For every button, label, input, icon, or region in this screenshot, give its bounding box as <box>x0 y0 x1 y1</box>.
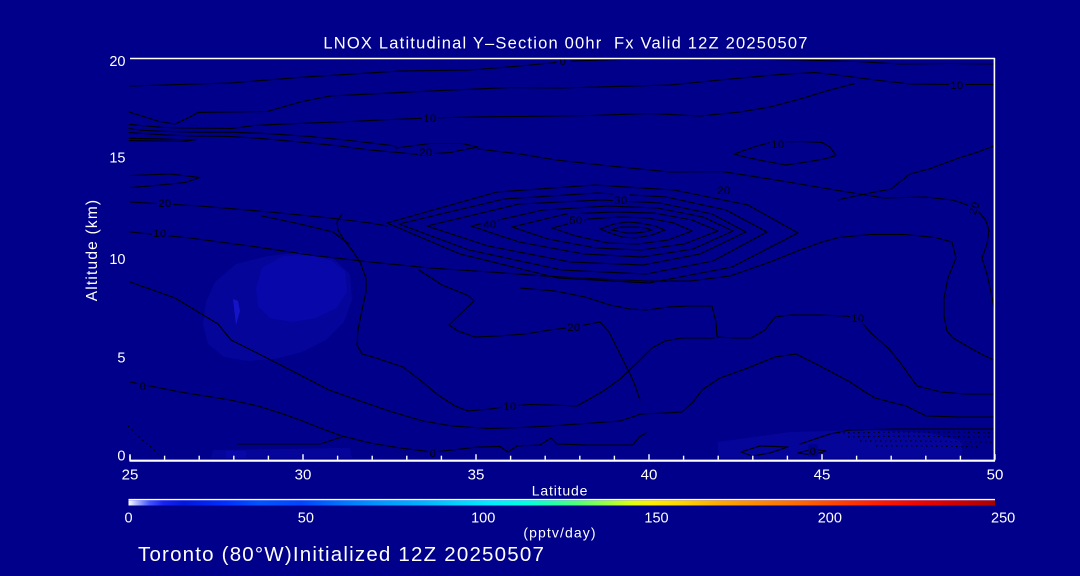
svg-text:LNOX Latitudinal Y–Section 00h: LNOX Latitudinal Y–Section 00hr Fx Valid… <box>323 35 808 53</box>
svg-text:0: 0 <box>117 449 125 465</box>
svg-text:200: 200 <box>818 511 842 527</box>
svg-text:10: 10 <box>153 228 166 240</box>
svg-text:45: 45 <box>814 467 831 484</box>
svg-text:40: 40 <box>483 219 496 231</box>
svg-text:0: 0 <box>430 448 437 460</box>
svg-text:0: 0 <box>810 446 817 458</box>
svg-text:50: 50 <box>987 467 1004 484</box>
svg-text:40: 40 <box>641 467 658 484</box>
svg-text:5: 5 <box>117 351 125 367</box>
svg-text:(pptv/day): (pptv/day) <box>523 525 596 541</box>
svg-text:10: 10 <box>950 80 963 92</box>
svg-text:30: 30 <box>295 467 312 484</box>
svg-text:50: 50 <box>569 215 582 227</box>
svg-text:0: 0 <box>125 511 133 527</box>
svg-text:30: 30 <box>614 195 627 207</box>
svg-text:20: 20 <box>567 322 580 334</box>
svg-text:10: 10 <box>771 139 784 151</box>
svg-text:Latitude: Latitude <box>532 483 589 499</box>
svg-text:15: 15 <box>109 151 125 167</box>
svg-text:20: 20 <box>109 54 125 70</box>
svg-text:150: 150 <box>644 511 668 527</box>
svg-text:100: 100 <box>471 511 495 527</box>
svg-text:35: 35 <box>468 467 485 484</box>
svg-text:10: 10 <box>851 313 864 325</box>
svg-text:50: 50 <box>298 511 314 527</box>
svg-text:20: 20 <box>419 147 432 159</box>
svg-text:20: 20 <box>967 200 983 217</box>
svg-text:0: 0 <box>140 381 147 393</box>
svg-text:25: 25 <box>122 467 139 484</box>
svg-text:250: 250 <box>991 511 1015 527</box>
svg-text:Toronto (80°W)Initialized 12Z: Toronto (80°W)Initialized 12Z 20250507 <box>138 543 545 566</box>
svg-text:20: 20 <box>717 185 730 197</box>
svg-text:0: 0 <box>560 56 567 68</box>
svg-text:20: 20 <box>158 198 171 210</box>
svg-text:10: 10 <box>503 401 516 413</box>
svg-text:10: 10 <box>109 252 125 268</box>
svg-text:10: 10 <box>423 113 436 125</box>
svg-text:Altitude (km): Altitude (km) <box>84 199 101 302</box>
